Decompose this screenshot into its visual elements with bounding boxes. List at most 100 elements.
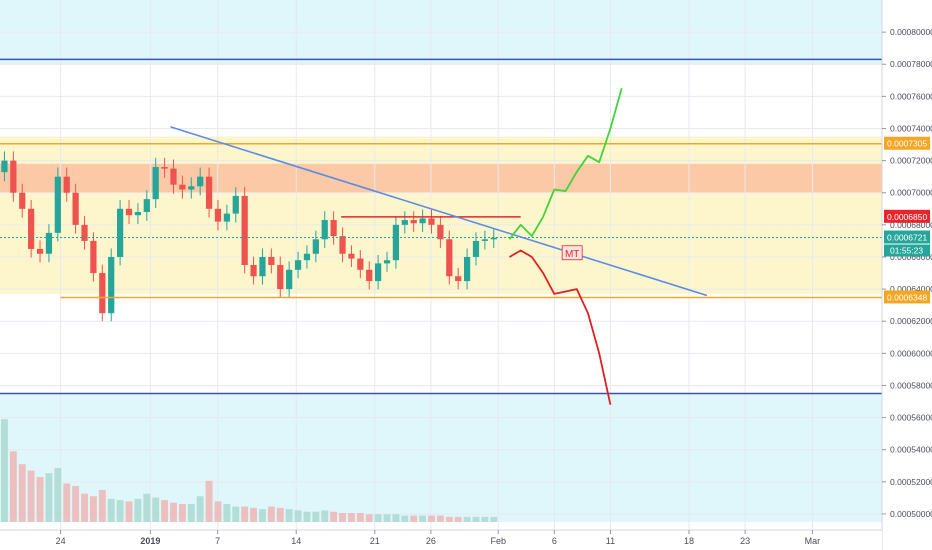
volume-bar	[303, 511, 311, 522]
price-tick-label: 0.00076000	[890, 91, 932, 101]
price-tick-label: 0.00078000	[890, 59, 932, 69]
time-tick-label: 2019	[140, 536, 160, 546]
candle-body	[366, 269, 373, 282]
volume-bar	[490, 516, 498, 522]
candle-body	[232, 195, 239, 214]
price-label-text: 0.0006721	[887, 233, 927, 243]
candle-body	[10, 160, 17, 193]
price-label-text: 0.0007305	[887, 139, 927, 149]
candle-body	[463, 256, 471, 282]
candle-body	[259, 256, 266, 277]
trendline[interactable]	[170, 126, 708, 297]
candle-body	[312, 239, 319, 254]
price-tick-label: 0.00070000	[890, 188, 932, 198]
candle-body	[481, 239, 488, 241]
candle-body	[134, 212, 142, 216]
price-label-text: 0.0006348	[887, 292, 927, 302]
volume-bar	[36, 477, 44, 522]
zone-top-band	[0, 0, 882, 60]
candle-body	[348, 253, 355, 259]
candle-body	[108, 256, 115, 314]
volume-bar	[45, 473, 53, 522]
volume-bar	[241, 506, 249, 522]
candle-body	[36, 248, 44, 254]
time-tick-label: 7	[215, 536, 220, 546]
candle-body	[188, 186, 195, 190]
price-tick-label: 0.00074000	[890, 123, 932, 133]
price-tick-label: 0.00062000	[890, 316, 932, 326]
price-tick-label: 0.00056000	[890, 413, 932, 423]
candle-body	[419, 218, 426, 224]
time-axis[interactable]: 24 2019 7 14 21 26 Feb 6 11 18 23 Mar	[0, 529, 882, 550]
time-tick-label: 26	[426, 536, 436, 546]
volume-bar	[223, 503, 231, 522]
candle-body	[197, 176, 204, 187]
projection-down-curve[interactable]	[509, 249, 612, 405]
volume-bar	[107, 498, 115, 522]
candle-body	[161, 167, 168, 169]
price-label-badge[interactable]	[884, 290, 930, 304]
price-tick-label: 0.00050000	[890, 509, 932, 519]
candlestick-series	[1, 151, 497, 322]
volume-bar	[63, 483, 71, 522]
volume-bar	[347, 512, 355, 522]
time-tick-label: 24	[56, 536, 66, 546]
candle-body	[116, 208, 124, 257]
price-label-badge[interactable]	[884, 136, 930, 150]
candle-body	[357, 258, 364, 270]
annotation-label: MT	[565, 249, 579, 260]
candle-body	[28, 208, 35, 249]
volume-bar	[187, 503, 195, 522]
annotation-box[interactable]	[561, 245, 583, 261]
chart-grid	[0, 0, 882, 530]
time-tick-label: Mar	[805, 536, 821, 546]
candle-body	[170, 168, 177, 185]
volume-bar	[401, 515, 409, 522]
volume-bar	[428, 515, 435, 522]
time-tick-label: 23	[740, 536, 750, 546]
candle-body	[455, 276, 462, 282]
candle-body	[241, 195, 248, 265]
volume-bar	[250, 507, 258, 522]
candle-body	[1, 160, 8, 173]
time-axis-background	[0, 530, 882, 550]
volume-bar	[445, 516, 453, 522]
price-axis[interactable]: 0.00050000 0.00052000 0.00054000 0.00056000…	[881, 0, 932, 550]
price-tick-label: 0.00072000	[890, 156, 932, 166]
zone-resistance-zone	[0, 163, 882, 193]
candle-body	[99, 273, 106, 314]
volume-bar	[374, 514, 382, 522]
candle-body	[321, 220, 328, 240]
volume-bar	[72, 485, 80, 522]
time-tick-label: 6	[552, 536, 557, 546]
volume-bar	[285, 509, 293, 522]
volume-bar	[18, 464, 26, 522]
candle-body	[63, 176, 70, 193]
volume-bar	[205, 480, 213, 522]
volume-bar	[1, 419, 8, 522]
volume-bar	[81, 493, 88, 522]
time-tick-label: Feb	[490, 536, 506, 546]
volume-bar	[454, 516, 462, 522]
time-tick-label: 21	[370, 536, 380, 546]
price-label-badge[interactable]	[884, 209, 930, 223]
candle-body	[19, 192, 26, 209]
volume-bar	[214, 501, 222, 522]
candle-body	[401, 220, 408, 225]
volume-bar	[392, 514, 400, 522]
price-tick-label: 0.00064000	[890, 284, 932, 294]
price-tick-label: 0.00052000	[890, 477, 932, 487]
candle-body	[490, 237, 497, 240]
countdown-badge	[884, 244, 930, 257]
drawing-lines[interactable]: MT	[0, 58, 882, 405]
volume-bar	[196, 496, 204, 522]
price-label-badge[interactable]	[884, 230, 930, 244]
volume-bar	[170, 502, 177, 522]
candle-body	[410, 220, 417, 224]
projection-up-curve[interactable]	[508, 88, 623, 240]
countdown-text: 01:55:23	[890, 246, 923, 256]
volume-bar	[321, 510, 329, 522]
candle-body	[250, 265, 257, 277]
price-label-text: 0.0006850	[887, 212, 927, 222]
